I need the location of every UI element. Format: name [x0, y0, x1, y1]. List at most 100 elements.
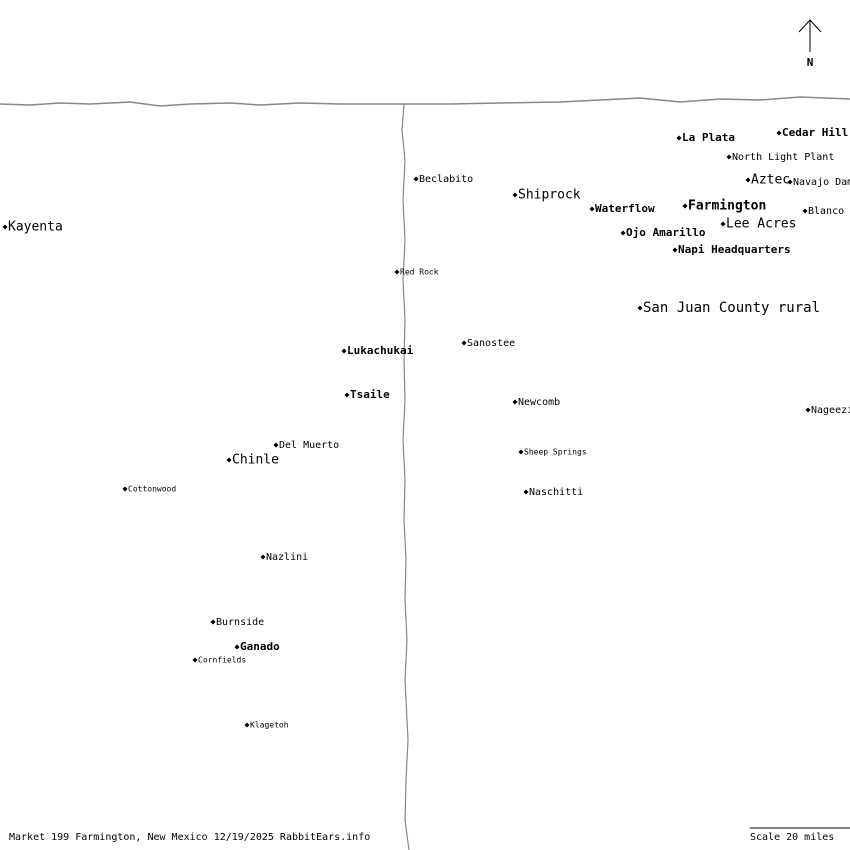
place: Cornfields: [192, 656, 246, 665]
place-marker: [682, 203, 688, 209]
place-marker: [589, 206, 595, 212]
place-label: Cornfields: [198, 656, 246, 665]
place-marker: [192, 657, 198, 663]
place: Burnside: [210, 617, 264, 628]
place-label: San Juan County rural: [643, 300, 820, 316]
place-marker: [2, 224, 8, 230]
place-marker: [620, 230, 626, 236]
place: Farmington: [682, 199, 766, 214]
place-label: Tsaile: [350, 388, 390, 401]
place-label: Waterflow: [595, 202, 655, 215]
place-label: Lukachukai: [347, 344, 414, 357]
place-marker: [523, 489, 529, 495]
place-marker: [518, 449, 524, 455]
place-marker: [122, 486, 128, 492]
place-label: Nazlini: [266, 552, 308, 563]
place-marker: [394, 269, 400, 275]
place-label: Burnside: [216, 617, 264, 628]
place: Lee Acres: [720, 217, 796, 232]
place-marker: [226, 457, 232, 463]
place: Kayenta: [2, 220, 63, 235]
place: Cottonwood: [122, 485, 176, 494]
scale-label: Scale 20 miles: [750, 832, 834, 843]
place: Del Muerto: [273, 440, 339, 451]
place-label: Ganado: [240, 640, 280, 653]
place-label: Kayenta: [8, 220, 63, 235]
place: Tsaile: [344, 388, 390, 401]
place-label: Napi Headquarters: [678, 243, 791, 256]
place-label: Shiprock: [518, 188, 581, 203]
place-marker: [244, 722, 250, 728]
place-marker: [787, 179, 793, 185]
place-marker: [637, 305, 643, 311]
place-marker: [726, 154, 732, 160]
place: Navajo Dam: [787, 177, 850, 188]
place-marker: [672, 247, 678, 253]
place: Naschitti: [523, 487, 583, 498]
place: Klagetoh: [244, 721, 289, 730]
place-marker: [461, 340, 467, 346]
place: Nazlini: [260, 552, 308, 563]
place-marker: [745, 177, 751, 183]
place: Ganado: [234, 640, 280, 653]
place-marker: [413, 176, 419, 182]
place-label: La Plata: [682, 131, 735, 144]
place: Sheep Springs: [518, 448, 587, 457]
north-arrow: N: [798, 19, 822, 69]
place-label: Navajo Dam: [793, 177, 850, 188]
place-marker: [802, 208, 808, 214]
place-marker: [210, 619, 216, 625]
place-marker: [676, 135, 682, 141]
state-border: [401, 103, 410, 850]
place-label: Newcomb: [518, 397, 560, 408]
place-label: Sheep Springs: [524, 448, 587, 457]
place-label: Sanostee: [467, 338, 515, 349]
place-marker: [260, 554, 266, 560]
place-label: Aztec: [751, 173, 790, 188]
place: San Juan County rural: [637, 300, 820, 316]
place: Ojo Amarillo: [620, 226, 706, 239]
place: Beclabito: [413, 174, 473, 185]
place-label: Lee Acres: [726, 217, 796, 232]
place-marker: [512, 399, 518, 405]
place: Chinle: [226, 453, 279, 468]
place-label: North Light Plant: [732, 152, 834, 163]
place: Waterflow: [589, 202, 655, 215]
place-marker: [273, 442, 279, 448]
place: La Plata: [676, 131, 735, 144]
place: Napi Headquarters: [672, 243, 791, 256]
place-label: Chinle: [232, 453, 279, 468]
place-label: Beclabito: [419, 174, 473, 185]
place-marker: [805, 407, 811, 413]
place-marker: [341, 348, 347, 354]
place-label: Klagetoh: [250, 721, 289, 730]
place: Newcomb: [512, 397, 560, 408]
place: Nageezi: [805, 405, 850, 416]
place-marker: [512, 192, 518, 198]
north-label: N: [807, 56, 814, 69]
place-label: Farmington: [688, 199, 766, 214]
place: Sanostee: [461, 338, 515, 349]
place: Blanco: [802, 206, 844, 217]
footer: Market 199 Farmington, New Mexico 12/19/…: [9, 832, 370, 843]
place-label: Cottonwood: [128, 485, 176, 494]
place-label: Naschitti: [529, 487, 583, 498]
place-marker: [234, 644, 240, 650]
place-label: Del Muerto: [279, 440, 339, 451]
state-border: [0, 96, 850, 107]
place-label: Nageezi: [811, 405, 850, 416]
place-marker: [720, 221, 726, 227]
place-label: Cedar Hill: [782, 126, 848, 139]
place: Lukachukai: [341, 344, 414, 357]
place: Aztec: [745, 173, 790, 188]
place-marker: [344, 392, 350, 398]
place-label: Ojo Amarillo: [626, 226, 706, 239]
place-marker: [776, 130, 782, 136]
place-label: Blanco: [808, 206, 844, 217]
place-label: Red Rock: [400, 268, 439, 277]
place: North Light Plant: [726, 152, 834, 163]
place: Cedar Hill: [776, 126, 848, 139]
place: Red Rock: [394, 268, 439, 277]
